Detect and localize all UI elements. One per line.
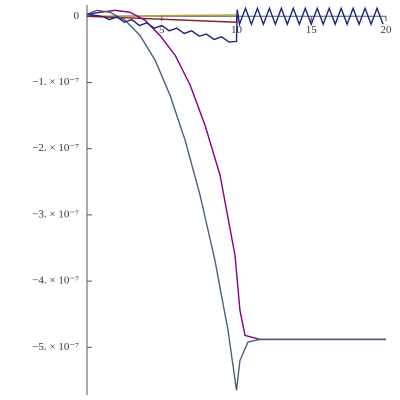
line (86, 6, 384, 43)
x-tick-label: 20 (381, 24, 393, 36)
y-tick-label: −2. × 10⁻⁷ (32, 142, 79, 154)
x-tick-label: 5 (159, 24, 165, 36)
y-tick-label: −5. × 10⁻⁷ (32, 341, 79, 353)
x-tick-label: 15 (306, 24, 318, 36)
y-tick-label: 0 (74, 10, 80, 22)
line (86, 9, 386, 341)
y-tick-label: −4. × 10⁻⁷ (32, 275, 79, 287)
y-tick-label: −1. × 10⁻⁷ (32, 76, 79, 88)
y-tick-label: −3. × 10⁻⁷ (32, 208, 79, 220)
line (86, 14, 237, 17)
line (86, 9, 386, 391)
